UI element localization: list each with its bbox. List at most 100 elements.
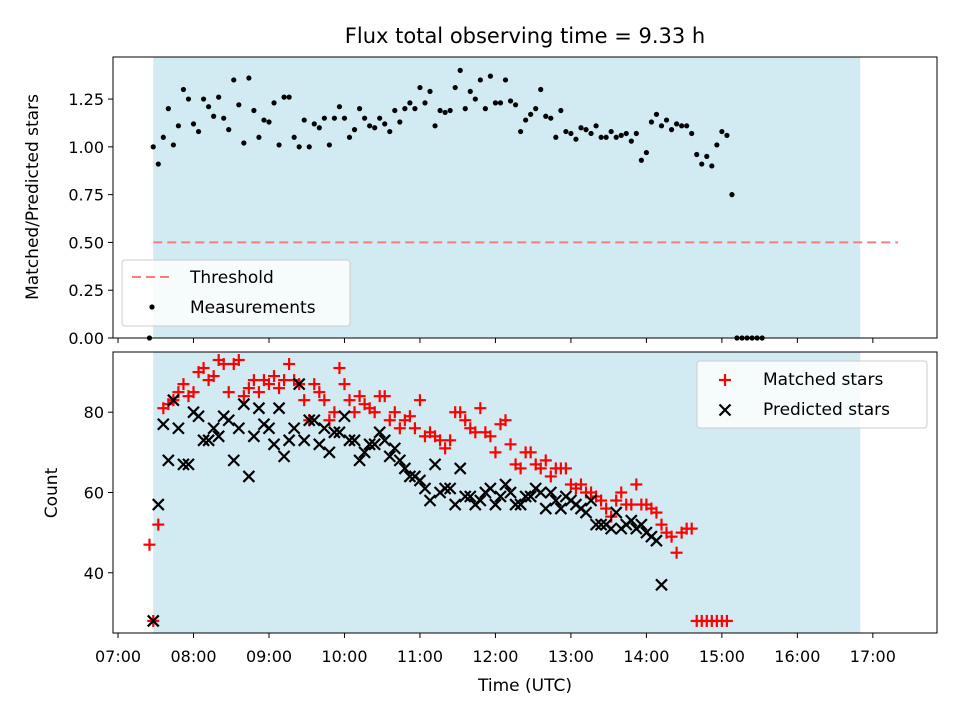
measurement-point (165, 106, 171, 112)
predicted-point-b (438, 482, 452, 495)
predicted-point (458, 490, 472, 503)
top-legend-box (121, 259, 351, 327)
measurement-point (246, 75, 252, 81)
predicted-point-b (146, 614, 160, 628)
matched-point (313, 386, 326, 399)
measurement-point (583, 127, 589, 133)
predicted-point (539, 502, 553, 515)
predicted-point (519, 490, 532, 503)
predicted-point-b (343, 434, 356, 447)
measurement-point (603, 134, 609, 140)
top-y-axis: 0.00 0.25 0.50 0.75 1.00 1.25 (68, 90, 113, 348)
predicted-point (313, 438, 326, 451)
predicted-point (272, 401, 286, 415)
measurement-point (206, 104, 212, 110)
measurement-point (231, 77, 237, 83)
predicted-point-b (267, 438, 281, 451)
predicted-point (177, 458, 190, 471)
measurement-point (653, 111, 660, 117)
x-tick-label: 16:00 (774, 647, 820, 666)
predicted-point (373, 426, 386, 439)
matched-point (328, 406, 341, 419)
predicted-point (318, 421, 331, 435)
measurements-points (146, 67, 765, 341)
predicted-point-b (448, 498, 462, 511)
predicted-point (363, 438, 376, 451)
predicted-point-b (509, 498, 522, 511)
measurement-point (648, 119, 655, 125)
predicted-point (604, 522, 618, 535)
predicted-point-b (458, 490, 472, 503)
matched-point (262, 378, 275, 391)
measurement-point (613, 134, 619, 140)
measurement-point (417, 84, 423, 91)
measurement-point (568, 130, 574, 137)
matched-point (278, 374, 291, 387)
matched-point (544, 470, 557, 483)
predicted-point (509, 498, 522, 511)
measurement-point (155, 161, 161, 167)
predicted-point (554, 502, 568, 515)
legend-predicted-marker (718, 403, 732, 417)
count-points (143, 354, 733, 628)
matched-point (670, 546, 683, 559)
measurement-point (175, 123, 182, 129)
predicted-point-b (418, 482, 432, 495)
measurement-point (633, 130, 639, 137)
predicted-point-b (262, 421, 276, 435)
measurement-point (271, 100, 277, 106)
matched-point (348, 406, 361, 419)
measurement-point (558, 107, 564, 114)
bottom-x-axis: 07:00 08:00 09:00 10:00 11:00 12:00 13:00 14:00… (95, 633, 896, 666)
measurement-point (356, 106, 363, 112)
measurement-point (714, 142, 720, 148)
measurement-point (432, 123, 438, 129)
measurement-point (362, 115, 368, 121)
measurement-point (663, 117, 670, 123)
matched-point (625, 498, 638, 511)
predicted-point-b (650, 534, 663, 547)
predicted-point (388, 442, 402, 455)
predicted-point-b (368, 438, 381, 451)
predicted-point-b (338, 409, 351, 423)
predicted-point-b (625, 514, 638, 527)
matched-point (232, 354, 245, 367)
measurement-point (447, 107, 453, 114)
predicted-point-b (152, 498, 165, 511)
measurement-point (241, 140, 247, 146)
predicted-point (609, 506, 623, 519)
predicted-point (589, 518, 603, 531)
measurement-point (507, 98, 514, 104)
x-tick-label: 11:00 (397, 647, 443, 666)
x-tick-label: 08:00 (170, 647, 216, 666)
predicted-point (333, 426, 346, 439)
predicted-point (152, 498, 165, 511)
measurement-point (467, 88, 473, 95)
matched-point (615, 486, 628, 499)
measurement-point (563, 128, 569, 135)
predicted-point-b (272, 401, 286, 415)
predicted-point (579, 506, 593, 519)
measurement-point (543, 113, 549, 119)
predicted-point-b (589, 518, 603, 531)
matched-point (504, 438, 517, 451)
predicted-point (650, 534, 663, 547)
predicted-point-b (237, 397, 251, 411)
measurement-point (351, 127, 358, 133)
measurement-point (437, 107, 443, 114)
predicted-point-b (227, 454, 241, 467)
measurement-point (190, 121, 197, 127)
predicted-point-b (539, 502, 553, 515)
predicted-point (499, 478, 512, 491)
predicted-point (368, 438, 381, 451)
matched-point (524, 446, 537, 459)
bottom-y-axis: 40 60 80 (84, 403, 113, 583)
predicted-point (358, 446, 371, 459)
matched-point (217, 358, 230, 371)
predicted-point-b (403, 470, 417, 483)
predicted-point (443, 482, 457, 495)
predicted-point (489, 498, 502, 511)
predicted-point (292, 377, 306, 391)
matched-point (685, 522, 698, 535)
bottom-y-axis-label: Count (42, 467, 62, 518)
